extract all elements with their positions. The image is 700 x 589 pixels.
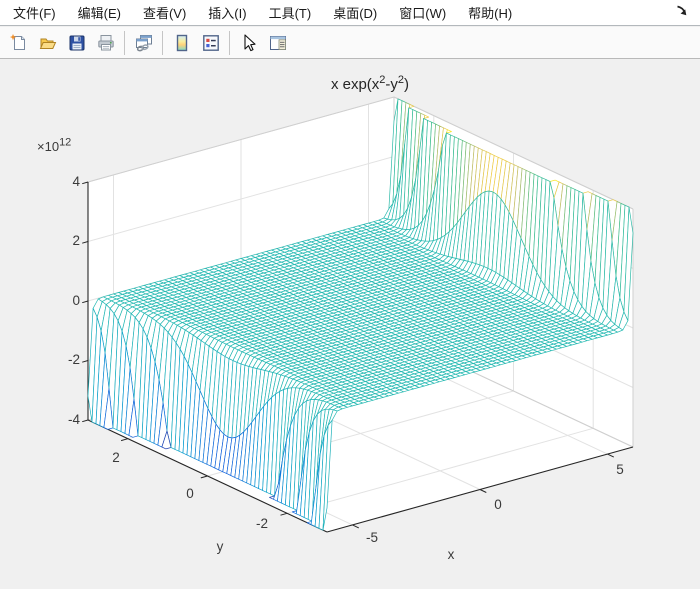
open-file-button[interactable] — [34, 30, 61, 56]
dock-figure-arrow-icon[interactable] — [674, 3, 690, 19]
menu-window[interactable]: 窗口(W) — [399, 6, 447, 21]
toolbar — [0, 27, 700, 59]
menu-desktop[interactable]: 桌面(D) — [333, 6, 378, 21]
x-axis-label: x — [447, 547, 455, 562]
save-figure-icon — [69, 35, 84, 50]
z-tick-label: 0 — [72, 293, 80, 308]
link-plot-button[interactable] — [130, 30, 157, 56]
menu-file[interactable]: 文件(F) — [13, 6, 56, 21]
z-tick-label: 2 — [72, 233, 80, 248]
menu-view[interactable]: 查看(V) — [142, 6, 187, 21]
show-plot-tools-button[interactable] — [264, 30, 291, 56]
menu-bar: 文件(F) 编辑(E) 查看(V) 插入(I) 工具(T) 桌面(D) 窗口(W… — [0, 0, 700, 26]
menu-insert[interactable]: 插入(I) — [208, 6, 247, 21]
mesh-plot — [82, 96, 634, 533]
plot-title: x exp(x2-y2) — [330, 74, 410, 94]
toolbar-separator — [229, 30, 230, 55]
new-figure-button[interactable] — [5, 30, 32, 56]
insert-colorbar-button[interactable] — [168, 30, 195, 56]
new-figure-icon — [9, 33, 25, 50]
y-tick-label: -2 — [255, 516, 268, 531]
z-tick-label: -4 — [67, 412, 80, 427]
x-tick-label: 5 — [616, 462, 624, 477]
menu-help[interactable]: 帮助(H) — [468, 6, 513, 21]
toolbar-separator — [162, 30, 163, 55]
toolbar-separator — [124, 30, 125, 55]
menu-tools[interactable]: 工具(T) — [268, 6, 312, 21]
figure-canvas: x exp(x2-y2) ×1012 4 2 0 -2 -4 2 0 -2 -5… — [0, 60, 700, 589]
insert-legend-button[interactable] — [197, 30, 224, 56]
edit-plot-button[interactable] — [235, 30, 262, 56]
edit-plot-icon — [243, 33, 256, 51]
z-tick-label: 4 — [72, 174, 80, 189]
y-axis-label: y — [216, 539, 224, 554]
z-axis-exponent-label: ×1012 — [37, 136, 72, 154]
save-figure-button[interactable] — [63, 30, 90, 56]
z-tick-label: -2 — [67, 352, 80, 367]
print-figure-button[interactable] — [92, 30, 119, 56]
insert-legend-icon — [202, 34, 219, 51]
y-tick-label: 0 — [186, 486, 194, 501]
open-file-icon — [39, 38, 56, 49]
x-tick-label: 0 — [494, 497, 502, 512]
insert-colorbar-icon — [176, 34, 187, 51]
y-tick-label: 2 — [112, 450, 120, 465]
print-figure-icon — [97, 34, 114, 50]
x-tick-label: -5 — [365, 530, 378, 545]
link-plot-icon — [135, 34, 152, 51]
show-plot-tools-icon — [269, 35, 286, 50]
menu-edit[interactable]: 编辑(E) — [77, 6, 121, 21]
